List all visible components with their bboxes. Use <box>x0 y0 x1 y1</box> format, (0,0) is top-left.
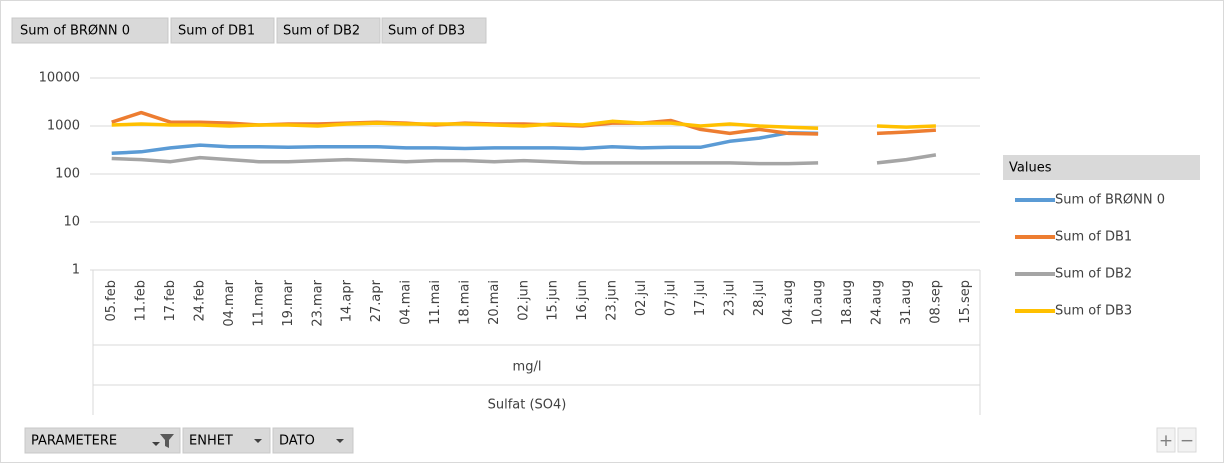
x-tick-label: 15.jun <box>546 280 561 321</box>
x-group-label: Sulfat (SO4) <box>488 398 567 413</box>
x-tick-label: 11.feb <box>134 280 149 322</box>
y-tick-label: 1 <box>72 263 80 278</box>
x-tick-label: 23.mar <box>310 279 325 326</box>
axis-field-button-label[interactable]: PARAMETERE <box>31 434 117 449</box>
zoom-button[interactable] <box>1156 427 1176 453</box>
x-tick-label: 15.sep <box>958 280 973 324</box>
x-tick-label: 07.jul <box>663 280 678 316</box>
field-button[interactable] <box>276 17 381 44</box>
x-tick-label: 04.mar <box>222 279 237 326</box>
x-tick-label: 11.mai <box>428 280 443 325</box>
legend-label: Sum of DB3 <box>1055 304 1132 319</box>
x-tick-label: 23.jul <box>722 280 737 316</box>
x-tick-label: 04.aug <box>781 280 796 325</box>
x-tick-label: 16.jun <box>575 280 590 321</box>
field-button-label[interactable]: Sum of DB1 <box>178 24 255 39</box>
x-tick-label: 04.mai <box>399 280 414 325</box>
x-tick-label: 17.jul <box>693 280 708 316</box>
legend-label: Sum of BRØNN 0 <box>1055 193 1165 208</box>
zoom-label[interactable]: − <box>1180 431 1194 451</box>
x-tick-label: 02.jun <box>516 280 531 321</box>
x-tick-label: 02.jul <box>634 280 649 316</box>
x-tick-label: 08.sep <box>928 280 943 324</box>
y-tick-label: 100 <box>55 167 80 182</box>
dropdown-arrow <box>254 439 262 443</box>
x-tick-label: 28.jul <box>752 280 767 316</box>
axis-field-button-label[interactable]: DATO <box>279 434 315 449</box>
dropdown-arrow <box>152 442 160 446</box>
series-line <box>111 119 936 130</box>
field-button-label[interactable]: Sum of BRØNN 0 <box>20 24 130 39</box>
axis-field-button-label[interactable]: ENHET <box>189 434 233 449</box>
legend-label: Sum of DB2 <box>1055 267 1132 282</box>
field-button-label[interactable]: Sum of DB3 <box>388 24 465 39</box>
x-group-label: mg/l <box>513 360 542 375</box>
x-tick-label: 23.jun <box>605 280 620 321</box>
x-tick-label: 24.feb <box>193 280 208 322</box>
legend-header <box>1003 155 1200 180</box>
x-tick-label: 11.mar <box>251 279 266 326</box>
y-tick-label: 1000 <box>47 119 80 134</box>
x-tick-label: 27.apr <box>369 279 384 322</box>
y-tick-label: 10000 <box>39 71 80 86</box>
x-tick-label: 18.aug <box>840 280 855 325</box>
legend-label: Sum of DB1 <box>1055 230 1132 245</box>
y-tick-label: 10 <box>63 215 80 230</box>
series-line <box>111 131 819 156</box>
x-tick-label: 05.feb <box>104 280 119 322</box>
x-tick-label: 14.apr <box>340 279 355 322</box>
series-line <box>111 153 937 166</box>
legend-title: Values <box>1009 161 1052 176</box>
field-button[interactable] <box>381 17 487 44</box>
field-button[interactable] <box>11 17 169 44</box>
x-tick-label: 20.mai <box>487 280 502 325</box>
field-button[interactable] <box>170 17 275 44</box>
axis-field-button[interactable] <box>24 427 181 454</box>
x-tick-label: 24.aug <box>869 280 884 325</box>
field-button-label[interactable]: Sum of DB2 <box>283 24 360 39</box>
x-tick-label: 19.mar <box>281 279 296 326</box>
x-tick-label: 10.aug <box>811 280 826 325</box>
x-tick-label: 31.aug <box>899 280 914 325</box>
dropdown-arrow <box>336 439 344 443</box>
zoom-label[interactable]: + <box>1159 431 1173 451</box>
zoom-button[interactable] <box>1177 427 1197 453</box>
filter-icon <box>160 434 174 448</box>
x-tick-label: 18.mai <box>457 280 472 325</box>
x-tick-label: 17.feb <box>163 280 178 322</box>
